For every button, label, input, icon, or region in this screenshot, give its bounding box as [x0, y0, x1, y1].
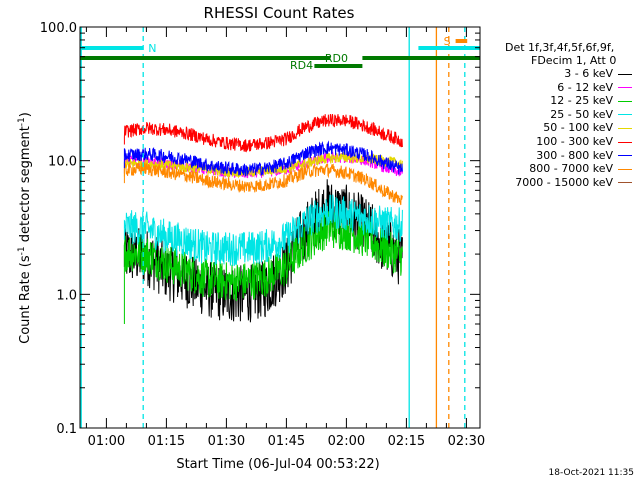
plot-frame — [79, 26, 481, 429]
legend-entry-label: 300 - 800 keV — [536, 148, 613, 162]
legend-entry: 25 - 50 keV — [550, 108, 632, 121]
legend-entry-label: 3 - 6 keV — [564, 67, 613, 80]
legend-header-decim: FDecim 1, Att 0 — [531, 54, 617, 67]
y-axis-label-end: ) — [18, 112, 33, 117]
legend-header-detectors: Det 1f,3f,4f,5f,6f,9f, — [505, 41, 615, 54]
legend-swatch — [618, 100, 632, 102]
legend-entry-label: 7000 - 15000 keV — [515, 175, 613, 189]
legend-entry-label: 800 - 7000 keV — [529, 162, 613, 176]
axes: 0.1 1.0 10.0 100.0 01:00 01:15 01:30 01:45 02:00… — [40, 21, 485, 449]
legend-entry: 3 - 6 keV — [564, 67, 632, 80]
saa-bar-label: S — [444, 35, 451, 48]
y-axis-label-sup2: -1 — [17, 117, 27, 126]
legend-swatch — [618, 141, 632, 143]
x-axis-label: Start Time (06-Jul-04 00:53:22) — [176, 457, 379, 472]
x-tick-label: 02:15 — [388, 434, 425, 449]
series-800to7000keV — [123, 162, 403, 206]
y-tick-label: 1.0 — [56, 288, 77, 303]
series-100to300keV — [123, 113, 403, 153]
legend-entry-label: 12 - 25 keV — [550, 94, 613, 108]
legend-entry: 800 - 7000 keV — [529, 162, 632, 175]
y-tick-label: 100.0 — [40, 21, 77, 36]
x-tick-label: 02:30 — [448, 434, 485, 449]
series-300to800keV — [123, 140, 403, 177]
y-axis-label-sup1: -1 — [17, 246, 27, 255]
legend-swatch — [618, 114, 632, 116]
x-tick-label: 01:15 — [148, 434, 185, 449]
legend-entry: 50 - 100 keV — [543, 121, 632, 134]
legend-entry-label: 50 - 100 keV — [543, 121, 613, 135]
timestamp: 18-Oct-2021 11:35 — [548, 468, 634, 478]
y-axis-label-mid: detector segment — [18, 126, 33, 246]
legend-entry-label: 6 - 12 keV — [557, 80, 613, 94]
decimation-label-rd4: RD4 — [290, 59, 313, 72]
y-tick-label: 0.1 — [56, 422, 77, 437]
legend-entry-label: 25 - 50 keV — [550, 107, 613, 121]
legend-swatch — [618, 182, 632, 184]
x-tick-label: 01:45 — [268, 434, 305, 449]
legend-entry: 7000 - 15000 keV — [515, 176, 632, 189]
legend-entry-label: 100 - 300 keV — [536, 135, 613, 148]
legend-entry: 12 - 25 keV — [550, 94, 632, 107]
legend-entry: 300 - 800 keV — [536, 149, 632, 162]
legend-swatch — [618, 168, 632, 170]
legend-swatch — [618, 155, 632, 157]
series-12to25keV — [123, 210, 403, 324]
y-tick-label: 10.0 — [48, 155, 77, 170]
series-25to50keV — [123, 194, 403, 266]
x-tick-label: 02:00 — [328, 434, 365, 449]
legend-entry: 6 - 12 keV — [557, 81, 632, 94]
x-tick-label: 01:00 — [88, 434, 125, 449]
y-axis-label-main: Count Rate (s — [18, 255, 33, 344]
legend-entry: 100 - 300 keV — [536, 135, 632, 148]
plot-area: N RD0 RD4 S — [80, 27, 480, 428]
legend-swatch — [618, 87, 632, 89]
legend-swatch — [618, 73, 632, 75]
decimation-label-rd0: RD0 — [325, 52, 348, 65]
x-tick-label: 01:30 — [208, 434, 245, 449]
y-axis-label: Count Rate (s-1 detector segment-1) — [17, 112, 33, 344]
attenuator-bar-label: N — [148, 42, 156, 55]
legend-swatch — [618, 127, 632, 129]
chart-title: RHESSI Count Rates — [204, 4, 355, 22]
